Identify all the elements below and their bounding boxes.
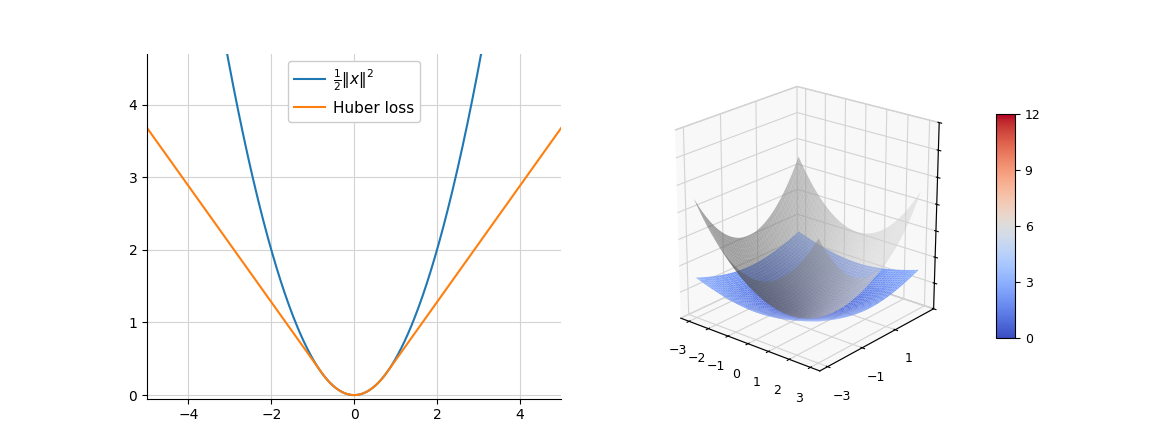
Huber loss	[554, 125, 568, 130]
Huber loss	[347, 392, 361, 398]
Huber loss	[546, 138, 560, 143]
Legend: $\frac{1}{2}\|x\|^2$, Huber loss: $\frac{1}{2}\|x\|^2$, Huber loss	[288, 61, 420, 122]
Huber loss	[339, 391, 353, 396]
$\frac{1}{2}\|x\|^2$	[387, 358, 401, 363]
$\frac{1}{2}\|x\|^2$	[336, 390, 350, 396]
$\frac{1}{2}\|x\|^2$	[347, 392, 361, 398]
$\frac{1}{2}\|x\|^2$	[480, 17, 494, 22]
$\frac{1}{2}\|x\|^2$	[339, 391, 353, 396]
Huber loss	[387, 359, 401, 365]
Line: $\frac{1}{2}\|x\|^2$: $\frac{1}{2}\|x\|^2$	[147, 0, 561, 395]
Line: Huber loss: Huber loss	[147, 128, 561, 395]
$\frac{1}{2}\|x\|^2$	[365, 386, 379, 391]
Huber loss	[336, 390, 350, 396]
Huber loss	[140, 125, 154, 130]
Huber loss	[365, 386, 379, 391]
Huber loss	[480, 229, 494, 234]
